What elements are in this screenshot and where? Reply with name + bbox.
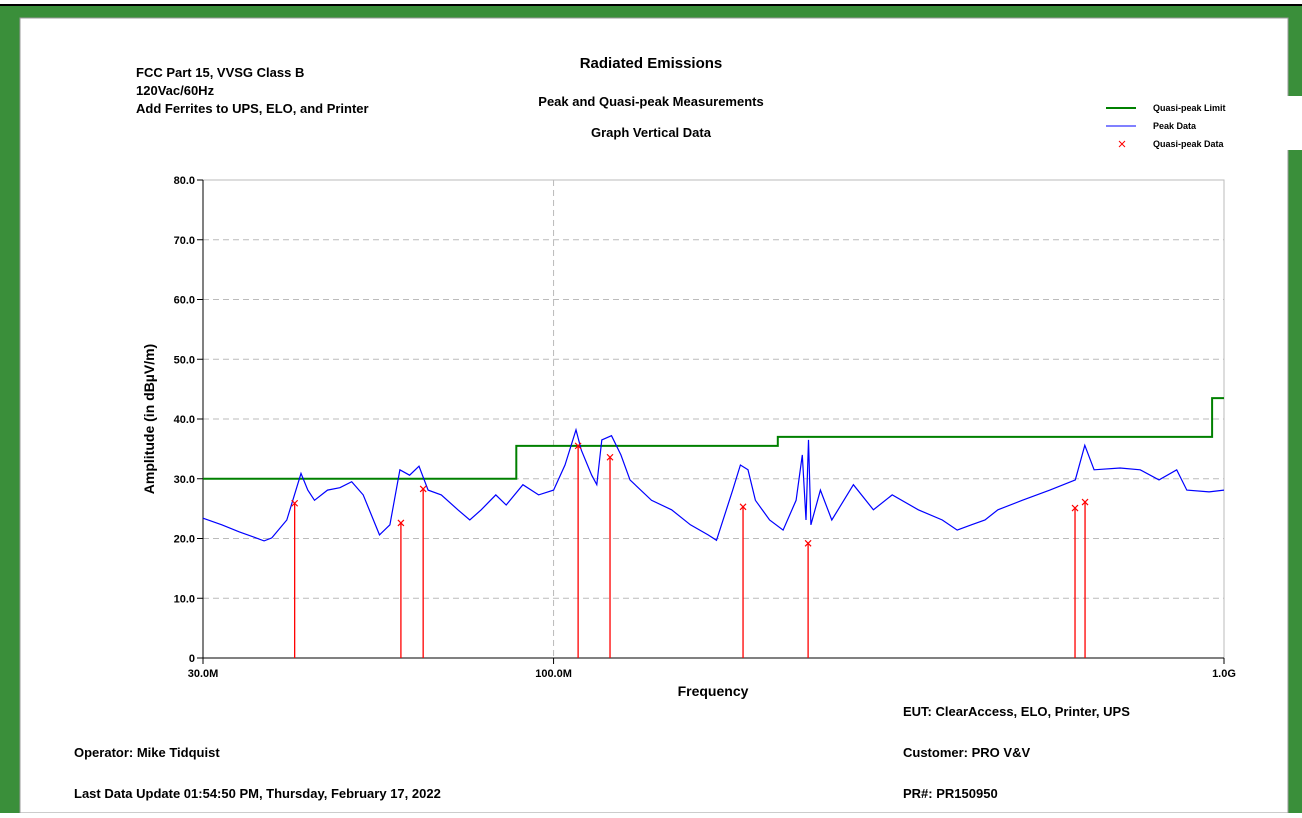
header-note: 120Vac/60Hz [136, 83, 215, 98]
y-axis-label: Amplitude (in dBµV/m) [141, 344, 157, 494]
y-tick-label: 70.0 [174, 235, 195, 247]
x-tick-label: 1.0G [1212, 668, 1236, 680]
series-line [202, 427, 1225, 542]
marker [574, 442, 582, 450]
panel [19, 17, 1289, 814]
chart-subtitle: Graph Vertical Data [591, 125, 712, 140]
y-tick-label: 30.0 [174, 474, 195, 486]
marker [804, 539, 812, 547]
legend-swatch [1118, 140, 1126, 148]
marker [1081, 498, 1089, 506]
footer-customer: Customer: PRO V&V [903, 745, 1030, 760]
legend-tab [1279, 96, 1302, 150]
y-tick-label: 40.0 [174, 414, 195, 426]
header-note: Add Ferrites to UPS, ELO, and Printer [136, 101, 369, 116]
footer-pr: PR#: PR150950 [903, 786, 998, 801]
marker [739, 503, 747, 511]
y-tick-label: 50.0 [174, 354, 195, 366]
footer-updated: Last Data Update 01:54:50 PM, Thursday, … [74, 786, 441, 801]
y-tick-label: 0 [189, 653, 195, 665]
x-axis-label: Frequency [678, 683, 749, 699]
y-tick-label: 60.0 [174, 295, 195, 307]
legend-label: Peak Data [1153, 121, 1197, 131]
header-note: FCC Part 15, VVSG Class B [136, 65, 304, 80]
x-tick-label: 100.0M [535, 668, 572, 680]
x-tick-label: 30.0M [188, 668, 219, 680]
footer-operator: Operator: Mike Tidquist [74, 745, 220, 760]
marker [419, 485, 427, 493]
y-tick-label: 20.0 [174, 534, 195, 546]
marker [291, 499, 299, 507]
y-tick-label: 80.0 [174, 175, 195, 187]
marker [1071, 504, 1079, 512]
legend-label: Quasi-peak Limit [1153, 103, 1226, 113]
legend-label: Quasi-peak Data [1153, 139, 1225, 149]
y-tick-label: 10.0 [174, 593, 195, 605]
marker [606, 453, 614, 461]
footer-eut: EUT: ClearAccess, ELO, Printer, UPS [903, 704, 1130, 719]
series-line [203, 397, 1224, 480]
chart-subtitle: Peak and Quasi-peak Measurements [538, 94, 763, 109]
chart-title: Radiated Emissions [580, 55, 723, 72]
marker [397, 519, 405, 527]
